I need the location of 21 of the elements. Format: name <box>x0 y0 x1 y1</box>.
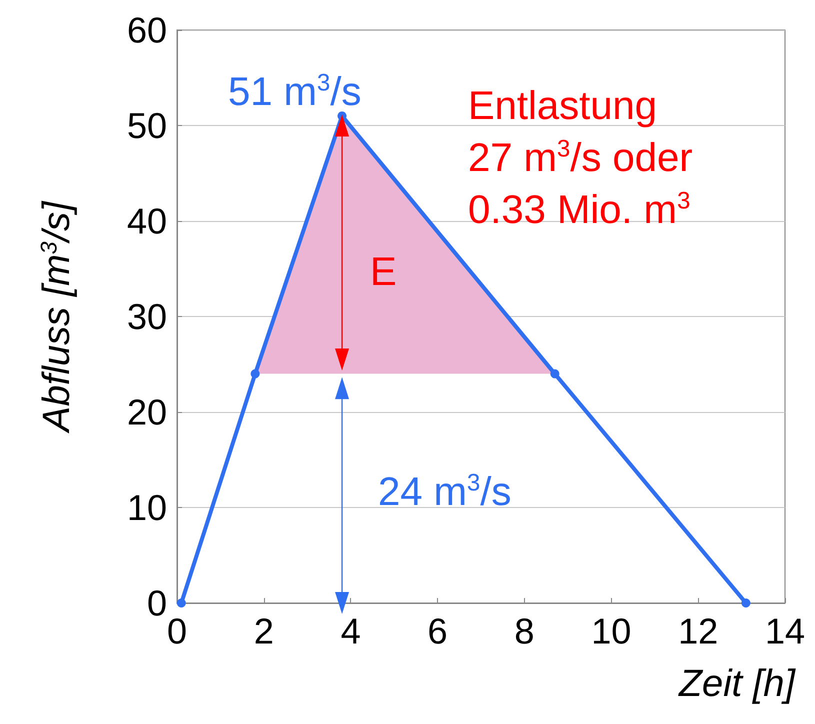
annotation: E <box>370 250 397 294</box>
y-tick-label: 40 <box>126 200 167 242</box>
point <box>176 598 186 608</box>
y-tick-label: 50 <box>126 105 167 146</box>
y-tick-label: 10 <box>126 487 167 528</box>
point <box>250 369 260 378</box>
x-tick-label: 10 <box>591 610 632 652</box>
y-tick-label: 30 <box>126 296 167 337</box>
y-tick-label: 20 <box>126 392 167 432</box>
y-tick-label: 60 <box>126 10 167 50</box>
y-tick-label: 0 <box>146 582 167 624</box>
point <box>741 598 750 608</box>
x-tick-label: 12 <box>678 610 718 652</box>
x-tick-label: 4 <box>340 610 361 652</box>
x-tick-label: 8 <box>514 610 534 652</box>
x-tick-label: 6 <box>428 610 448 652</box>
point <box>550 369 560 378</box>
x-tick-label: 14 <box>764 610 806 652</box>
x-tick-label: 2 <box>254 610 274 652</box>
x-axis-title: Zeit [h] <box>678 663 796 705</box>
y-axis-title: Abfluss [m3/s] <box>35 200 78 434</box>
